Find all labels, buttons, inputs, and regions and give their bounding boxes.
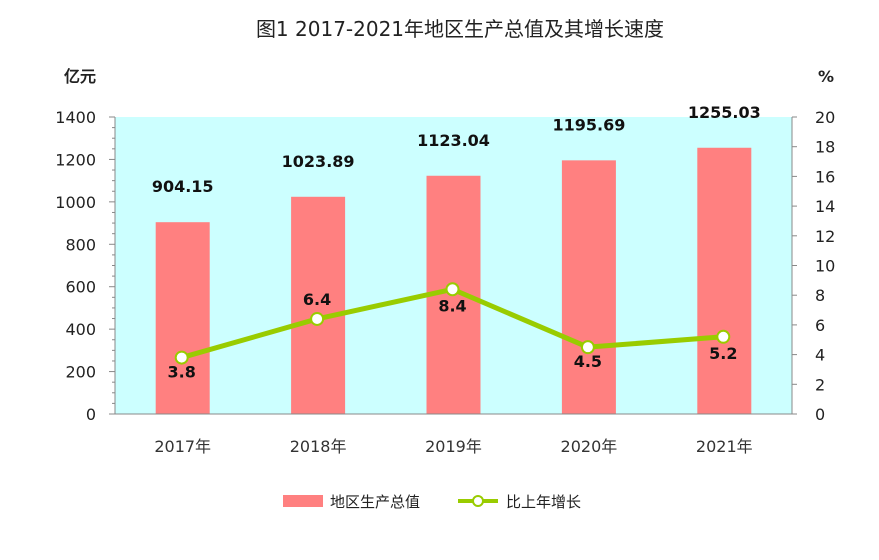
y-axis-left: 0 200 400 600 800 1000 1200 1400	[55, 108, 116, 424]
y-left-tick-label: 800	[65, 235, 96, 254]
y-right-tick-label: 12	[815, 227, 835, 246]
y-right-tick-label: 8	[815, 286, 825, 305]
chart-title: 图1 2017-2021年地区生产总值及其增长速度	[256, 17, 664, 41]
y-left-tick-label: 200	[65, 363, 96, 382]
y-right-tick-label: 6	[815, 316, 825, 335]
x-tick-label: 2020年	[561, 437, 618, 456]
bar-labels: 904.15 1023.89 1123.04 1195.69 1255.03	[152, 103, 761, 196]
bar	[155, 222, 210, 414]
line-point	[580, 340, 595, 355]
y-left-tick-label: 600	[65, 278, 96, 297]
bar-series	[155, 147, 752, 415]
y-axis-right: 0 2 4 6 8 10 12 14 16 18 20	[791, 108, 835, 424]
y-right-tick-label: 10	[815, 257, 835, 276]
y-right-tick-label: 2	[815, 375, 825, 394]
y-right-unit: %	[818, 67, 834, 86]
y-right-tick-label: 0	[815, 405, 825, 424]
legend: 地区生产总值 比上年增长	[283, 493, 581, 511]
y-left-tick-label: 400	[65, 320, 96, 339]
line-point	[174, 350, 189, 365]
x-tick-label: 2021年	[696, 437, 753, 456]
y-left-unit: 亿元	[64, 67, 96, 86]
legend-bar-label: 地区生产总值	[330, 493, 420, 511]
bar	[561, 160, 616, 414]
y-left-tick-label: 0	[86, 405, 96, 424]
x-tick-label: 2017年	[154, 437, 211, 456]
y-left-tick-label: 1400	[55, 108, 96, 127]
bar-value-label: 1255.03	[688, 103, 761, 122]
y-right-tick-label: 14	[815, 197, 835, 216]
x-tick-label: 2019年	[425, 437, 482, 456]
legend-line-label: 比上年增长	[506, 493, 581, 511]
line-series	[174, 282, 731, 365]
legend-line-marker	[472, 495, 484, 507]
line-value-label: 3.8	[168, 363, 196, 382]
y-right-tick-label: 4	[815, 346, 825, 365]
line-value-label: 6.4	[303, 290, 331, 309]
x-tick-label: 2018年	[290, 437, 347, 456]
bar-value-label: 1123.04	[417, 131, 490, 150]
line-value-label: 4.5	[574, 352, 602, 371]
y-left-tick-label: 1200	[55, 150, 96, 169]
line-point	[310, 311, 325, 326]
y-right-tick-label: 18	[815, 138, 835, 157]
line-value-label: 8.4	[438, 296, 466, 315]
bar-value-label: 1023.89	[282, 152, 355, 171]
legend-bar-swatch	[283, 495, 323, 507]
y-right-tick-label: 16	[815, 167, 835, 186]
x-axis: 2017年 2018年 2019年 2020年 2021年	[115, 413, 792, 456]
line-labels: 3.8 6.4 8.4 4.5 5.2	[168, 290, 738, 382]
line-value-label: 5.2	[709, 344, 737, 363]
line-point	[716, 329, 731, 344]
y-left-tick-label: 1000	[55, 193, 96, 212]
bar-value-label: 904.15	[152, 177, 214, 196]
bar	[291, 196, 346, 414]
y-right-tick-label: 20	[815, 108, 835, 127]
line-point	[445, 282, 460, 297]
bar-value-label: 1195.69	[552, 115, 625, 134]
bar	[697, 147, 752, 415]
